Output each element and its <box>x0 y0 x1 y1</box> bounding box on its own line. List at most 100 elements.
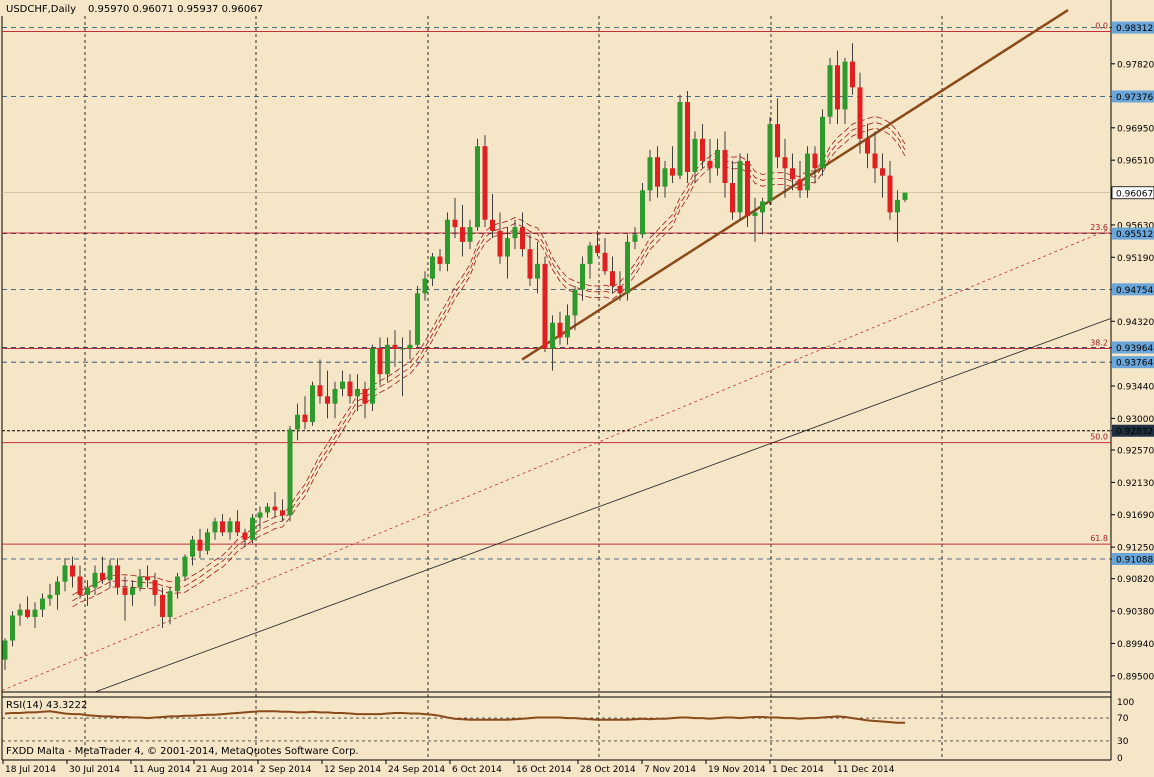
candle-body <box>130 587 135 595</box>
candle-body <box>85 587 90 595</box>
candle-body <box>362 388 368 404</box>
price-label-box <box>1111 186 1154 200</box>
chart-header-symbol: USDCHF,Daily <box>6 4 76 15</box>
candle-body <box>647 157 653 191</box>
candle-body <box>377 348 383 375</box>
price-tick-label: 0.95190 <box>1117 254 1154 264</box>
candle-body <box>242 532 248 540</box>
candle-body <box>542 263 548 349</box>
price-label-box <box>1112 90 1154 103</box>
candle-body <box>325 396 330 404</box>
price-tick-label: 0.93440 <box>1117 382 1154 392</box>
candle-body <box>430 256 435 279</box>
candle-body <box>152 580 158 595</box>
candle-body <box>527 249 533 279</box>
time-label: 18 Jul 2014 <box>5 765 56 775</box>
price-label-text: 0.93764 <box>1116 359 1153 369</box>
candle-body <box>865 138 870 154</box>
candle-body <box>610 271 615 286</box>
candle-body <box>227 521 233 533</box>
candle-body <box>655 157 660 187</box>
candle-body <box>287 429 293 516</box>
candle-body <box>332 388 338 404</box>
candle-body <box>77 576 83 595</box>
candle-body <box>310 385 315 423</box>
candle-body <box>250 517 255 540</box>
time-label: 11 Dec 2014 <box>837 765 895 775</box>
candle-body <box>467 227 473 242</box>
candle-body <box>835 65 840 110</box>
candle-body <box>760 201 765 213</box>
price-tick-label: 0.96510 <box>1117 157 1154 167</box>
candle-body <box>55 581 60 595</box>
price-label-box <box>1112 424 1154 437</box>
dotted-trend-line <box>1 228 1112 691</box>
price-tick-label: 0.94320 <box>1117 318 1154 328</box>
candle-body <box>887 175 893 213</box>
rsi-level-label: 70 <box>1117 714 1129 724</box>
price-tick-label: 0.92130 <box>1117 479 1154 489</box>
candle-body <box>535 263 540 279</box>
price-tick-label: 0.90820 <box>1117 575 1154 585</box>
candle-body <box>407 344 413 349</box>
candle-body <box>47 594 53 599</box>
fib-level-label: 38.2 <box>1090 338 1108 347</box>
candle-body <box>340 381 345 389</box>
candle-body <box>235 521 240 533</box>
candle-body <box>625 241 630 294</box>
candle-body <box>775 124 780 158</box>
candle-body <box>677 102 683 176</box>
candle-body <box>895 199 900 213</box>
price-label-text: 0.96067 <box>1116 189 1153 199</box>
price-label-box <box>1112 227 1154 240</box>
candle-body <box>137 576 143 588</box>
price-label-text: 0.92832 <box>1116 427 1153 437</box>
fib-level-label: 50.0 <box>1090 433 1108 442</box>
candle-body <box>122 587 128 595</box>
time-axis: 18 Jul 2014 30 Jul 2014 11 Aug 2014 21 Aug … <box>2 760 895 775</box>
candle-body <box>62 565 68 582</box>
candle-body <box>707 160 713 169</box>
candle-body <box>10 615 15 641</box>
time-label: 24 Sep 2014 <box>388 765 445 775</box>
moving-average-mid <box>72 121 906 602</box>
candle-body <box>767 124 773 202</box>
candle-body <box>632 234 638 242</box>
candle-body <box>827 65 833 117</box>
price-label-box <box>1112 21 1154 34</box>
rsi-level-label: 0 <box>1117 754 1123 764</box>
candle-body <box>115 565 120 588</box>
price-label-text: 0.97376 <box>1116 93 1153 103</box>
candle-body <box>400 348 405 350</box>
candle-body <box>355 388 360 397</box>
candle-body <box>385 344 390 375</box>
price-label-text: 0.95512 <box>1116 230 1153 240</box>
candle-body <box>452 219 458 228</box>
price-label-text: 0.98312 <box>1116 24 1153 34</box>
candle-body <box>190 539 195 557</box>
candle-body <box>490 219 495 231</box>
candle-body <box>685 102 690 172</box>
candle-body <box>17 609 23 616</box>
candle-body <box>572 289 578 316</box>
candle-body <box>257 512 263 518</box>
price-tick-label: 0.89500 <box>1117 672 1154 682</box>
candle-body <box>880 168 885 176</box>
price-axis: 0.98312 0.97820 0.97376 0.96950 0.96510 0.960… <box>1111 21 1154 682</box>
candle-body <box>670 168 675 176</box>
candle-body <box>107 565 113 581</box>
candlestick-series <box>2 43 908 670</box>
rsi-level-label: 100 <box>1117 698 1134 708</box>
candle-body <box>797 179 803 191</box>
candle-body <box>460 227 465 242</box>
candle-body <box>842 61 848 110</box>
candle-body <box>175 576 180 592</box>
candle-body <box>295 414 300 430</box>
candle-body <box>872 153 878 169</box>
candle-body <box>392 344 398 349</box>
candle-body <box>722 149 728 183</box>
candle-body <box>737 160 743 213</box>
candle-body <box>662 168 668 187</box>
fib-level-label: 61.8 <box>1090 534 1108 543</box>
